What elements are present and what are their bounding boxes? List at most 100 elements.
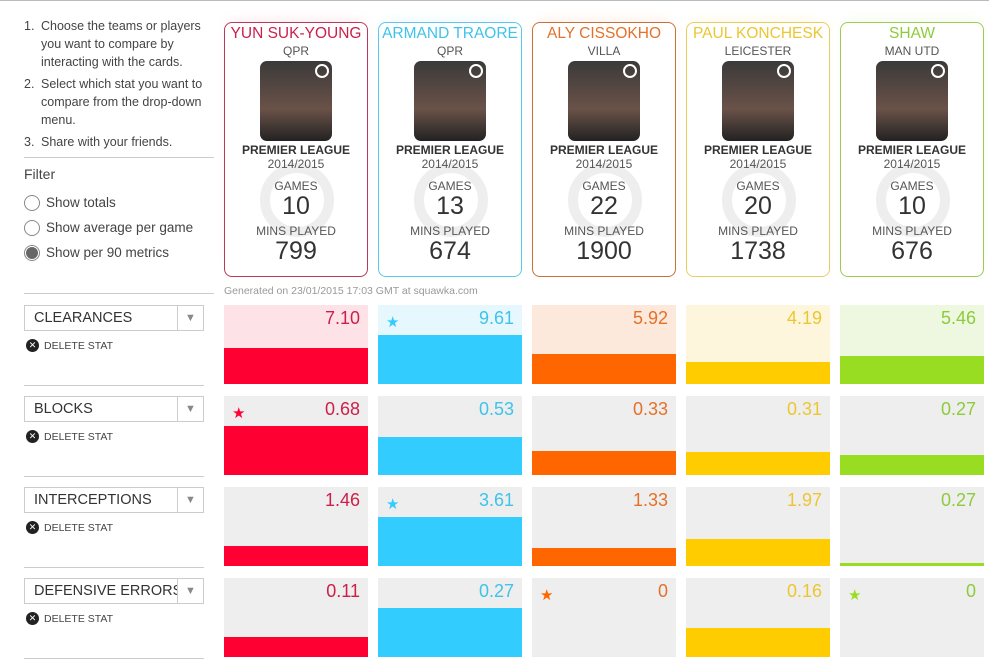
delete-stat-button[interactable]: ✕ DELETE STAT	[26, 339, 113, 352]
stat-cell: 9.61 ★	[378, 305, 522, 384]
league-name: PREMIER LEAGUE	[241, 143, 350, 157]
mins-label: MINS PLAYED	[410, 224, 490, 238]
filter-option-1[interactable]: Show average per game	[24, 215, 214, 240]
stat-value: 0.27	[478, 581, 514, 601]
stat-select[interactable]: BLOCKS ▼	[24, 396, 204, 422]
stat-select[interactable]: DEFENSIVE ERRORS ▼	[24, 578, 204, 604]
stat-cell: 1.97	[686, 487, 830, 566]
games-label: GAMES	[890, 179, 934, 193]
divider	[24, 658, 204, 659]
stat-bar	[378, 436, 522, 475]
stat-value: 0.68	[324, 399, 360, 419]
delete-stat-button[interactable]: ✕ DELETE STAT	[26, 521, 113, 534]
games-value: 10	[898, 192, 926, 220]
delete-stat-label: DELETE STAT	[44, 430, 114, 443]
stat-cell: 0.33	[532, 396, 676, 475]
stat-select[interactable]: CLEARANCES ▼	[24, 305, 204, 331]
mins-label: MINS PLAYED	[872, 224, 952, 238]
stat-value: 0	[965, 581, 976, 601]
stat-value: 1.33	[632, 490, 668, 510]
stat-bar	[686, 362, 830, 384]
mins-label: MINS PLAYED	[256, 224, 336, 238]
games-label: GAMES	[274, 179, 318, 193]
stat-cell: 0.68 ★	[224, 396, 368, 475]
stat-cell: 0.27	[378, 578, 522, 657]
player-card[interactable]: ALY CISSOKHO VILLA PREMIER LEAGUE 2014/2015…	[532, 22, 676, 277]
filter-option-label: Show average per game	[46, 220, 194, 235]
player-card[interactable]: PAUL KONCHESK LEICESTER PREMIER LEAGUE 2014…	[686, 22, 830, 277]
radio-button[interactable]	[24, 244, 40, 261]
player-name[interactable]: YUN SUK-YOUNG	[230, 25, 362, 42]
stat-cell: 5.46	[840, 305, 984, 384]
mins-value: 1900	[576, 237, 632, 265]
radio-button[interactable]	[24, 194, 40, 211]
stat-cell: 0.27	[840, 396, 984, 475]
stat-value: 0.11	[326, 581, 360, 601]
stat-cell: 0.31	[686, 396, 830, 475]
watermark-logo	[722, 163, 796, 237]
season: 2014/2015	[267, 157, 325, 171]
games-value: 10	[282, 192, 310, 220]
star-icon: ★	[386, 496, 400, 513]
chevron-down-icon[interactable]: ▼	[177, 579, 203, 603]
stat-cell: 0 ★	[532, 578, 676, 657]
delete-stat-label: DELETE STAT	[44, 521, 114, 534]
delete-stat-button[interactable]: ✕ DELETE STAT	[26, 612, 113, 625]
season: 2014/2015	[421, 157, 479, 171]
stat-bar	[686, 628, 830, 657]
mins-value: 799	[275, 237, 317, 265]
player-name[interactable]: PAUL KONCHESK	[692, 25, 824, 42]
stat-value: 5.92	[632, 308, 668, 328]
player-name[interactable]: ALY CISSOKHO	[547, 25, 661, 42]
watermark-logo	[876, 163, 950, 237]
star-icon: ★	[386, 314, 400, 331]
games-label: GAMES	[582, 179, 626, 193]
stat-value: 0	[657, 581, 668, 601]
player-name[interactable]: SHAW	[889, 25, 935, 42]
delete-stat-button[interactable]: ✕ DELETE STAT	[26, 430, 113, 443]
squawka-logo-icon	[931, 64, 945, 78]
star-icon: ★	[540, 587, 554, 604]
chevron-down-icon[interactable]: ▼	[177, 306, 203, 330]
divider	[24, 157, 214, 158]
stat-value: 4.19	[786, 308, 822, 328]
player-card[interactable]: YUN SUK-YOUNG QPR PREMIER LEAGUE 2014/2015 G…	[224, 22, 368, 277]
league-name: PREMIER LEAGUE	[703, 143, 812, 157]
stat-bar	[224, 426, 368, 475]
stat-cell: 0 ★	[840, 578, 984, 657]
radio-button[interactable]	[24, 219, 40, 236]
team-name: QPR	[436, 44, 463, 58]
stat-value: 0.31	[786, 399, 822, 419]
stat-cell: 0.27	[840, 487, 984, 566]
stat-bar	[378, 335, 522, 384]
squawka-logo-icon	[469, 64, 483, 78]
stat-cell: 0.11	[224, 578, 368, 657]
filter-option-0[interactable]: Show totals	[24, 190, 214, 215]
stat-cell: 1.46	[224, 487, 368, 566]
team-name: LEICESTER	[724, 44, 792, 58]
filter-option-label: Show per 90 metrics	[46, 245, 170, 260]
instruction-item: 3. Share with your friends.	[24, 133, 214, 151]
chevron-down-icon[interactable]: ▼	[177, 488, 203, 512]
player-photo	[722, 61, 794, 141]
stat-select[interactable]: INTERCEPTIONS ▼	[24, 487, 204, 513]
filter-title: Filter	[24, 166, 56, 182]
stat-bar	[224, 347, 368, 384]
season: 2014/2015	[883, 157, 941, 171]
divider	[24, 385, 204, 386]
player-card[interactable]: SHAW MAN UTD PREMIER LEAGUE 2014/2015 GAMES 1…	[840, 22, 984, 277]
instruction-number: 1.	[24, 19, 35, 33]
instructions: 1. Choose the teams or players you want t…	[24, 17, 214, 151]
team-name: QPR	[282, 44, 309, 58]
stat-bar	[378, 608, 522, 657]
player-name[interactable]: ARMAND TRAORE	[382, 25, 518, 42]
filter-option-2[interactable]: Show per 90 metrics	[24, 240, 214, 265]
chevron-down-icon[interactable]: ▼	[177, 397, 203, 421]
stat-value: 0.33	[632, 399, 668, 419]
games-value: 22	[590, 192, 618, 220]
player-card[interactable]: ARMAND TRAORE QPR PREMIER LEAGUE 2014/2015 G…	[378, 22, 522, 277]
player-photo	[260, 61, 332, 141]
close-circle-icon: ✕	[26, 339, 39, 352]
watermark-logo	[260, 163, 334, 237]
filter-options: Show totals Show average per game Show per…	[24, 190, 214, 265]
